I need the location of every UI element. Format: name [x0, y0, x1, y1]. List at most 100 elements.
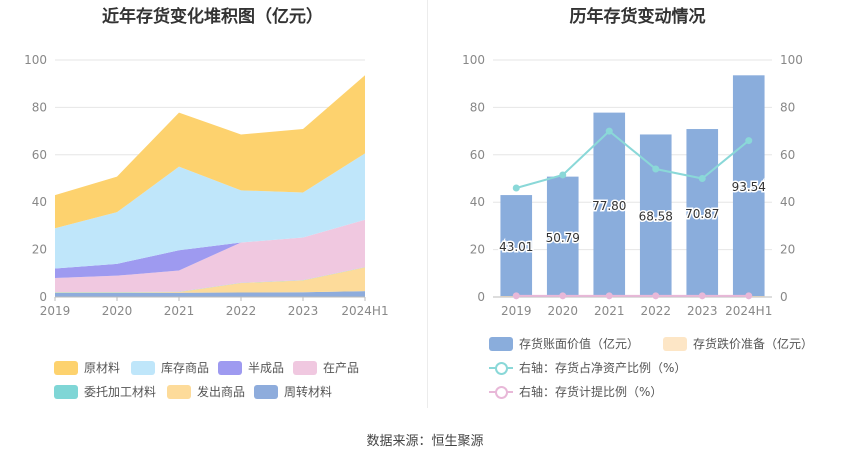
- line-series: [515, 129, 750, 189]
- y-right-tick-label: 0: [780, 290, 788, 304]
- legend-swatch: [663, 336, 687, 351]
- stacked-area-chart: 0 20 40 60 80 100 2019 2020 2021 2022 2023 2024H1: [24, 53, 389, 318]
- bar-inventory-value: [732, 75, 765, 297]
- legend-item[interactable]: 右轴：存货计提比例（%）: [489, 383, 662, 400]
- line-point: [512, 184, 520, 192]
- legend-item[interactable]: 发出商品: [167, 383, 245, 400]
- bar-value-label-halo: 77.80: [592, 199, 626, 213]
- legend-item[interactable]: 在产品: [293, 359, 359, 376]
- y-tick-label: 100: [24, 53, 47, 67]
- legend-label: 原材料: [84, 361, 121, 375]
- line-point: [559, 292, 567, 300]
- legend-item[interactable]: 周转材料: [254, 383, 332, 400]
- y-tick-label: 80: [32, 100, 47, 114]
- y-right-tick-label: 100: [780, 53, 803, 67]
- y-left-tick-label: 60: [470, 148, 485, 162]
- bar-value-label-halo: 50.79: [546, 231, 580, 245]
- area-原材料: [55, 75, 365, 229]
- line-point: [652, 165, 660, 173]
- x-tick-label: 2023: [288, 304, 319, 318]
- area-周转材料: [55, 291, 365, 297]
- legend-item[interactable]: 存货跌价准备（亿元）: [663, 335, 813, 352]
- y-tick-label: 0: [39, 290, 47, 304]
- panel-divider: [427, 0, 428, 408]
- y-left-tick-label: 0: [477, 290, 485, 304]
- y-tick-label: 60: [32, 148, 47, 162]
- legend-label: 存货账面价值（亿元）: [519, 337, 640, 351]
- bar-value-label-halo: 68.58: [639, 210, 673, 224]
- legend-label: 周转材料: [284, 385, 333, 399]
- legend-swatch: [54, 384, 78, 399]
- legend-swatch: [489, 385, 513, 399]
- line-point: [745, 137, 753, 145]
- x-tick-label: 2022: [640, 304, 671, 318]
- x-tick-label: 2024H1: [341, 304, 388, 318]
- y-right-tick-label: 40: [780, 195, 795, 209]
- area-在产品: [55, 219, 365, 293]
- x-tick-label: 2020: [102, 304, 133, 318]
- legend-label: 委托加工材料: [84, 385, 157, 399]
- legend-label: 库存商品: [161, 361, 210, 375]
- bar-value-label-halo: 70.87: [685, 207, 719, 221]
- area-半成品: [55, 219, 365, 279]
- x-tick-label: 2021: [594, 304, 625, 318]
- bar-value-label: 77.80: [592, 199, 626, 213]
- data-source-note: 数据来源：恒生聚源: [366, 434, 484, 449]
- legend-marker: [495, 385, 508, 399]
- legend-label: 右轴：存货占净资产比例（%）: [519, 361, 687, 375]
- line-point: [559, 171, 567, 179]
- legend-swatch: [489, 361, 513, 375]
- x-tick-label: 2020: [547, 304, 578, 318]
- legend-swatch: [293, 360, 317, 375]
- y-left-tick-label: 100: [462, 53, 485, 67]
- line-point: [605, 127, 613, 135]
- line-point: [698, 175, 706, 182]
- bar-value-label-halo: 93.54: [732, 180, 766, 194]
- y-tick-label: 20: [32, 243, 47, 257]
- bar-inventory-value: [546, 176, 579, 297]
- y-tick-label: 40: [32, 195, 47, 209]
- area-发出商品: [55, 267, 365, 293]
- bar-value-label: 43.01: [499, 240, 533, 254]
- line-point: [512, 292, 520, 300]
- legend-label: 发出商品: [197, 385, 246, 399]
- line-point: [605, 292, 613, 300]
- legend-item[interactable]: 原材料: [54, 359, 120, 376]
- left-chart-title: 近年存货变化堆积图（亿元）: [102, 7, 323, 27]
- legend-label: 在产品: [323, 361, 360, 375]
- legend-swatch: [167, 384, 191, 399]
- legend-item[interactable]: 半成品: [218, 359, 284, 376]
- y-right-tick-label: 80: [780, 100, 795, 114]
- left-chart-legend: 原材料 库存商品 半成品 在产品委托加工材料 发出商品 周转材料: [0, 0, 425, 399]
- legend-label: 存货跌价准备（亿元）: [693, 337, 814, 351]
- x-tick-label: 2019: [40, 304, 71, 318]
- line-point: [698, 292, 706, 300]
- legend-label: 右轴：存货计提比例（%）: [519, 385, 663, 399]
- line-point: [745, 292, 753, 300]
- x-tick-label: 2024H1: [725, 304, 772, 318]
- y-right-tick-label: 60: [780, 148, 795, 162]
- x-tick-label: 2021: [164, 304, 195, 318]
- legend-swatch: [254, 384, 278, 399]
- bar-inventory-value: [593, 112, 626, 297]
- area-库存商品: [55, 153, 365, 269]
- legend-item[interactable]: 库存商品: [131, 359, 209, 376]
- x-tick-label: 2023: [687, 304, 718, 318]
- right-chart-legend: 存货账面价值（亿元） 存货跌价准备（亿元） 右轴：存货占净资产比例（%） 右轴：存货计…: [425, 0, 850, 399]
- bar-inventory-value: [500, 195, 533, 297]
- bar-inventory-value: [686, 129, 719, 297]
- legend-item[interactable]: 右轴：存货占净资产比例（%）: [489, 359, 686, 376]
- legend-item[interactable]: 存货账面价值（亿元）: [489, 335, 639, 352]
- legend-swatch: [131, 360, 155, 375]
- legend-label: 半成品: [248, 361, 285, 375]
- y-right-tick-label: 20: [780, 243, 795, 257]
- legend-marker: [495, 361, 508, 375]
- bar-value-label: 93.54: [732, 180, 766, 194]
- line-point: [652, 292, 660, 300]
- legend-item[interactable]: 委托加工材料: [54, 383, 156, 400]
- legend-swatch: [218, 360, 242, 375]
- bar-value-label: 50.79: [546, 231, 580, 245]
- legend-swatch: [489, 336, 513, 351]
- x-tick-label: 2022: [226, 304, 257, 318]
